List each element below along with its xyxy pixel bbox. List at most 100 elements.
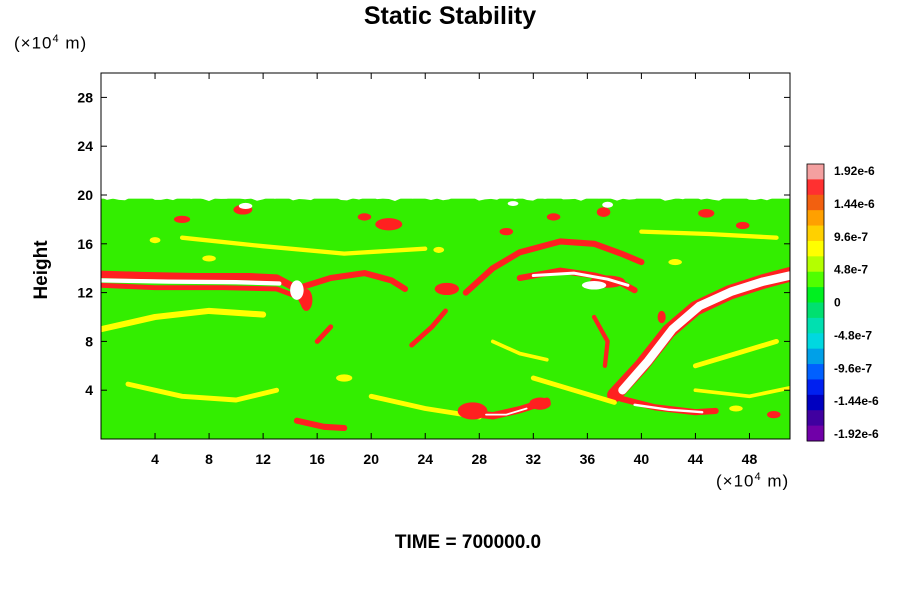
contour-band: [490, 339, 549, 362]
contour-blob: [300, 288, 313, 311]
x-tick-label: 20: [363, 451, 379, 467]
contour-band: [531, 271, 630, 287]
y-tick-label: 8: [85, 333, 93, 349]
colorbar-swatch: [807, 317, 824, 334]
contour-band: [125, 381, 280, 403]
time-label: TIME = 700000.0: [394, 532, 542, 553]
y-tick-label: 12: [77, 285, 93, 301]
contour-blob: [357, 213, 372, 221]
colorbar-swatch: [807, 425, 824, 442]
x-tick-label: 8: [205, 451, 213, 467]
colorbar-label: 4.8e-7: [834, 263, 868, 277]
contour-blob: [668, 259, 682, 266]
contour-blob: [434, 282, 460, 296]
colorbar-frame: [806, 163, 825, 442]
contour-blob: [375, 218, 403, 231]
contour-band: [101, 278, 282, 286]
x-axis-unit-suffix: m): [761, 471, 790, 491]
y-tick-label: 24: [77, 138, 93, 154]
x-tick-label: 24: [417, 451, 433, 467]
contour-band: [101, 307, 267, 333]
contour-band: [314, 324, 334, 344]
contour-blob: [290, 280, 304, 300]
contour-blob: [729, 405, 743, 412]
colorbar-label: 1.92e-6: [834, 164, 875, 178]
colorbar-swatch: [807, 348, 824, 365]
contour-blob: [507, 201, 519, 206]
x-axis-unit: (×104 m): [716, 471, 789, 492]
field-top-edge: [101, 194, 790, 202]
contour-blob: [698, 209, 715, 218]
contour-blob: [581, 281, 607, 290]
colorbar-label: 0: [834, 296, 841, 310]
contour-blob: [767, 410, 781, 419]
colorbar-label: -9.6e-7: [834, 361, 872, 375]
colorbar-swatch: [807, 256, 824, 273]
contour-band: [485, 407, 528, 416]
contour-band: [409, 308, 448, 348]
contour-blob: [499, 227, 514, 236]
x-tick-label: 36: [580, 451, 596, 467]
chart-title: Static Stability: [363, 2, 537, 30]
contour-band: [692, 338, 779, 369]
contour-blob: [596, 207, 611, 217]
colorbar-label: -1.92e-6: [834, 427, 879, 441]
y-axis-unit-base: (×10: [14, 33, 53, 53]
x-tick-label: 32: [526, 451, 542, 467]
contour-band: [591, 314, 610, 368]
colorbar-swatch: [807, 287, 824, 303]
x-axis-unit-exponent: 4: [754, 471, 762, 483]
x-tick-label: 12: [255, 451, 271, 467]
x-axis: 4 8 12 16 20 24 28 32 36 40 44 48: [151, 73, 757, 467]
contour-band: [101, 282, 296, 298]
plot-frame: [100, 72, 791, 440]
colorbar-swatch: [807, 364, 824, 380]
y-tick-label: 4: [85, 382, 93, 398]
contour-band: [300, 270, 409, 292]
colorbar-swatch: [807, 194, 824, 211]
y-axis-unit-exponent: 4: [52, 33, 60, 45]
colorbar-swatch: [807, 240, 824, 257]
contour-band: [633, 403, 704, 414]
y-axis-unit-suffix: m): [59, 33, 88, 53]
contour-blob: [657, 310, 666, 324]
contour-blob: [602, 201, 614, 208]
colorbar-swatch: [807, 333, 824, 350]
colorbar-label: -1.44e-6: [834, 394, 879, 408]
colorbar-swatch: [807, 410, 824, 427]
colorbar-swatch: [807, 179, 824, 196]
contour-band: [179, 235, 428, 256]
colorbar-swatch: [807, 302, 824, 319]
colorbar-swatch: [807, 379, 824, 396]
colorbar-swatch: [807, 164, 824, 180]
y-axis-unit: (×104 m): [14, 33, 87, 54]
colorbar-swatch: [807, 210, 824, 227]
x-tick-label: 16: [309, 451, 325, 467]
contour-blob: [735, 221, 750, 230]
y-tick-label: 20: [77, 187, 93, 203]
contour-band: [639, 229, 779, 240]
contour-band: [462, 238, 645, 296]
contour-blob: [149, 237, 161, 244]
contour-band: [530, 375, 617, 405]
x-tick-label: 48: [742, 451, 758, 467]
colorbar-label: 1.44e-6: [834, 197, 875, 211]
contour-band: [618, 271, 790, 395]
y-axis: 4 8 12 16 20 24 28: [77, 89, 790, 398]
colorbar-label: 9.6e-7: [834, 230, 868, 244]
contour-blob: [173, 215, 191, 224]
colorbar-swatch: [807, 394, 824, 411]
x-tick-label: 40: [634, 451, 650, 467]
contour-band: [693, 385, 790, 399]
contour-field: [101, 194, 790, 439]
colorbar-swatch: [807, 225, 824, 242]
contour-blob: [529, 397, 551, 410]
x-tick-label: 4: [151, 451, 159, 467]
y-tick-label: 16: [77, 236, 93, 252]
contour-blob: [546, 213, 561, 221]
contour-blob: [457, 402, 488, 420]
contour-blob: [433, 246, 445, 253]
colorbar: 1.92e-6 1.44e-6 9.6e-7 4.8e-7 0 -4.8e-7 -9.6e-…: [806, 163, 879, 442]
y-tick-label: 28: [77, 89, 93, 105]
